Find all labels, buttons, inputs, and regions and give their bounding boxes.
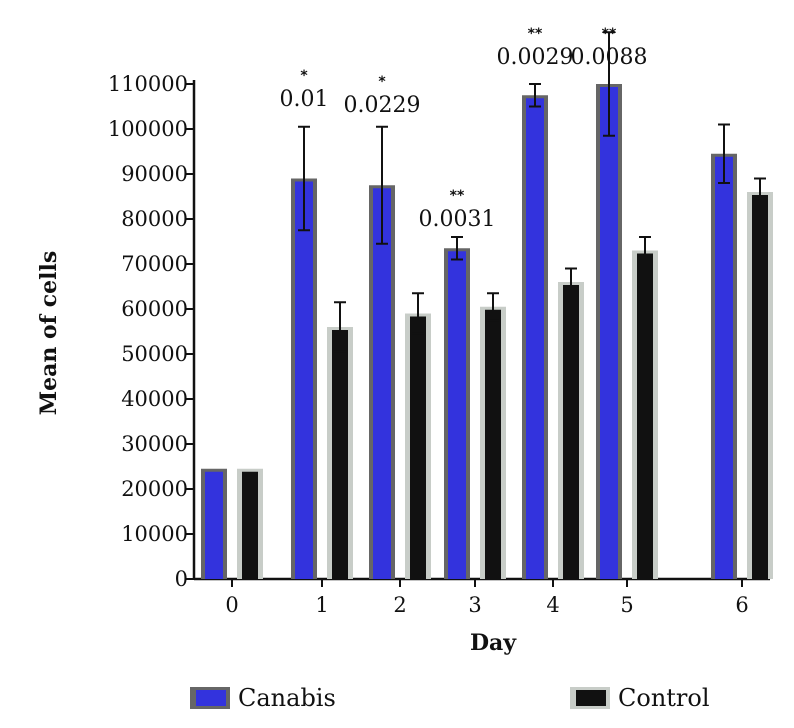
x-tick-label: 5	[620, 593, 633, 617]
bar-canabis	[373, 188, 391, 579]
y-tick-label: 40000	[121, 387, 188, 411]
significance-stars: *	[378, 74, 386, 90]
y-tick-label: 60000	[121, 297, 188, 321]
legend-swatch-canabis-fill	[196, 690, 226, 706]
y-axis: 0 10000 20000 30000 40000 50000 60000 70000 8000…	[108, 72, 196, 591]
x-tick-label: 2	[393, 593, 406, 617]
legend-item-control: Control	[570, 684, 710, 712]
bar-canabis	[448, 251, 466, 579]
y-tick-label: 80000	[121, 207, 188, 231]
y-tick-label: 50000	[121, 342, 188, 366]
y-tick-label: 70000	[121, 252, 188, 276]
y-tick-label: 10000	[121, 522, 188, 546]
bar-canabis	[600, 87, 618, 579]
x-tick-label: 3	[468, 593, 481, 617]
bar-control	[332, 330, 348, 579]
bar-canabis	[715, 156, 733, 579]
significance-stars: **	[450, 188, 465, 204]
p-value-label: 0.0229	[344, 93, 421, 118]
bar-control	[563, 285, 579, 579]
x-axis-title: Day	[470, 630, 517, 656]
bar-control	[637, 253, 653, 579]
bar-canabis	[526, 98, 544, 579]
p-value-label: 0.0031	[419, 207, 496, 232]
y-tick-label: 30000	[121, 432, 188, 456]
bar-control	[242, 471, 258, 579]
p-value-label: 0.0088	[571, 45, 648, 70]
legend-swatch-control-fill	[576, 690, 606, 706]
x-tick-label: 4	[546, 593, 559, 617]
bar-canabis	[205, 471, 223, 579]
p-value-label: 0.0029	[497, 45, 574, 70]
x-axis: 0 1 2 3 4 5 6	[194, 577, 770, 617]
y-tick-label: 100000	[108, 117, 188, 141]
x-tick-label: 0	[225, 593, 238, 617]
annotations-group: * 0.01 * 0.0229 ** 0.0031 ** 0.0029 ** 0.0088	[280, 26, 648, 232]
bar-control	[752, 195, 768, 579]
legend-label-control: Control	[618, 684, 710, 712]
x-tick-label: 1	[315, 593, 328, 617]
y-tick-label: 20000	[121, 477, 188, 501]
y-tick-label: 0	[175, 567, 188, 591]
y-tick-label: 110000	[108, 72, 188, 96]
significance-stars: **	[602, 26, 617, 42]
bars-group	[201, 31, 773, 579]
legend-label-canabis: Canabis	[238, 684, 336, 712]
y-axis-title: Mean of cells	[36, 251, 62, 416]
legend-item-canabis: Canabis	[190, 684, 336, 712]
x-tick-label: 6	[735, 593, 748, 617]
bar-control	[410, 316, 426, 579]
significance-stars: *	[300, 68, 308, 84]
significance-stars: **	[528, 26, 543, 42]
bar-control	[485, 309, 501, 579]
y-tick-label: 90000	[121, 162, 188, 186]
p-value-label: 0.01	[280, 87, 329, 112]
bar-canabis	[295, 181, 313, 579]
legend: Canabis Control	[190, 684, 710, 712]
